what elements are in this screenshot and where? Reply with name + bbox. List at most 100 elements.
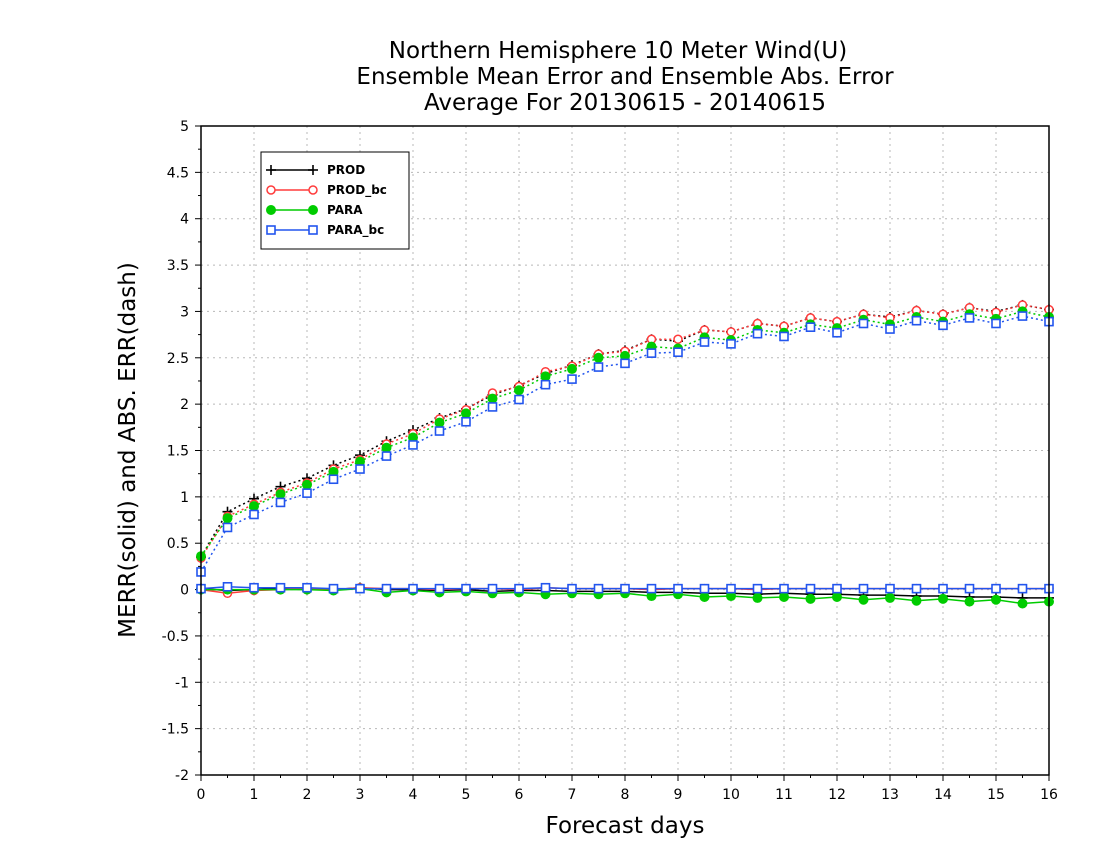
para-bc-abs-error-point [540,379,551,390]
legend: PROD PROD_bc PARA PARA_bc [260,151,410,250]
para-bc-abs-error-point [964,313,975,323]
para-abs-error-point [540,371,551,382]
para-bc-abs-error-point [355,464,365,474]
para-abs-error-point [222,513,233,524]
para-mean-error-point [779,591,789,602]
para-bc-abs-error-point [275,497,286,508]
para-bc-abs-error-point [461,416,471,427]
para-bc-abs-error-point [832,327,842,338]
para-bc-mean-error-point [381,583,392,594]
para-bc-abs-error-point [222,522,233,533]
para-bc-mean-error-point [726,583,736,594]
y-axis-label: MERR(solid) and ABS. ERR(dash) [115,262,141,638]
para-bc-abs-error-point [620,358,630,369]
legend-label: PARA_bc [327,223,384,238]
para-bc-abs-error-point [673,347,683,358]
para-abs-error-point [381,442,392,453]
para-bc-mean-error-point [514,583,524,594]
para-mean-error-point [752,592,763,603]
para-abs-error-point [461,408,471,419]
legend-marker [308,185,318,195]
legend-item-para: PARA [266,203,363,217]
para-bc-abs-error-point [381,451,392,461]
y-tick-label: -1 [175,675,189,691]
para-bc-abs-error-point [593,362,604,372]
para-bc-abs-error-point [858,318,869,329]
para-bc-mean-error-point [275,582,286,593]
grid [201,126,1049,775]
x-tick-label: 1 [250,787,259,803]
legend-marker [266,205,276,215]
para-mean-error-point [964,596,975,607]
x-tick-label: 7 [568,787,577,803]
para-bc-mean-error-point [328,583,339,594]
para-mean-error-point [991,594,1001,605]
x-tick-label: 8 [621,787,630,803]
y-tick-label: -2 [175,768,189,784]
y-tick-label: 3 [180,304,189,320]
legend-label: PARA [327,203,363,217]
series-para-bc [196,311,1054,594]
legend-marker [308,165,318,175]
para-abs-error-point [514,385,524,396]
para-bc-mean-error-point [779,583,789,594]
para-bc-mean-error-point [355,583,365,594]
para-bc-abs-error-point [434,426,445,436]
para-bc-mean-error-point [832,583,842,594]
para-bc-mean-error-point [938,583,948,594]
x-tick-label: 3 [356,787,365,803]
para-abs-error-point [487,393,498,404]
para-abs-error-point [434,417,445,428]
x-tick-label: 16 [1040,787,1058,803]
legend-marker [308,225,318,235]
x-tick-label: 15 [987,787,1005,803]
para-bc-abs-error-point [249,509,259,520]
para-bc-mean-error-point [487,583,498,594]
para-mean-error-point [858,594,869,605]
y-tick-label: 2 [180,397,189,413]
para-bc-mean-error-point [646,583,657,594]
para-bc-mean-error-point [620,583,630,594]
legend-item-prod-bc: PROD_bc [266,183,387,198]
para-mean-error-point [1017,598,1028,609]
para-bc-mean-error-point [222,581,233,592]
para-mean-error-point [938,593,948,604]
para-mean-error-point [699,591,710,602]
para-mean-error-point [832,591,842,602]
para-mean-error-point [885,592,895,603]
y-tick-label: 5 [180,119,189,135]
para-abs-error-point [567,363,577,374]
legend-marker [266,185,276,195]
x-tick-label: 6 [515,787,524,803]
para-bc-mean-error-point [673,583,683,594]
prod-bc-abs-error-line [200,304,1050,559]
y-tick-label: 1 [180,490,189,506]
title-line-1: Northern Hemisphere 10 Meter Wind(U) [389,38,847,64]
series-layer [196,299,1054,609]
para-bc-mean-error-point [858,583,869,594]
para-bc-mean-error-point [567,583,577,594]
para-bc-mean-error-point [249,582,259,593]
legend-item-para-bc: PARA_bc [266,223,384,238]
para-bc-abs-error-point [328,474,339,485]
para-bc-mean-error-point [593,583,604,594]
para-bc-mean-error-point [434,583,445,594]
para-abs-error-point [302,479,312,490]
legend-item-prod: PROD [266,163,365,177]
para-mean-error-point [911,595,922,606]
para-bc-abs-error-point [752,328,763,339]
y-tick-label: 2.5 [167,351,189,367]
y-tick-label: 3.5 [167,258,189,274]
plot-frame [200,125,1050,776]
para-bc-mean-error-point [911,583,922,594]
para-abs-error-point [593,352,604,363]
y-tick-label: 1.5 [167,444,189,460]
x-tick-label: 0 [197,787,206,803]
para-bc-mean-error-point [752,583,763,594]
title-line-2: Ensemble Mean Error and Ensemble Abs. Er… [356,64,894,90]
chart-title: Northern Hemisphere 10 Meter Wind(U) Ens… [356,38,894,116]
title-line-3: Average For 20130615 - 20140615 [424,90,826,116]
axes: 0 1 2 3 4 5 6 7 8 9 10 11 12 13 14 15 16-2-1.5-1-0.500.5… [162,119,1058,803]
y-tick-label: -1.5 [162,722,189,738]
